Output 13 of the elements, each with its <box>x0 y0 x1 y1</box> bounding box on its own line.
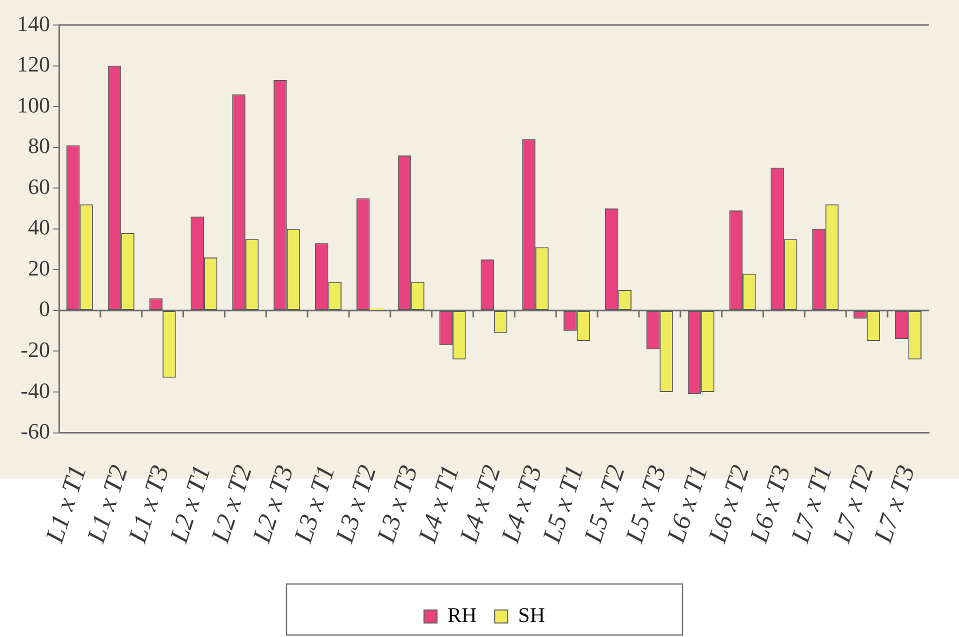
y-tick-label: -20 <box>20 337 50 362</box>
y-tick-label: 140 <box>17 10 50 36</box>
y-tick-label: -60 <box>20 418 50 444</box>
legend-label: RH <box>447 603 477 628</box>
y-tick-label: 20 <box>28 255 50 280</box>
y-tick-label: 0 <box>39 296 50 322</box>
legend-label: SH <box>518 603 546 628</box>
y-tick-label: 40 <box>28 214 50 240</box>
y-tick-label: 120 <box>17 52 50 77</box>
y-tick-label: 100 <box>17 92 50 118</box>
y-tick-label: -40 <box>20 378 50 403</box>
y-tick-label: 60 <box>28 174 50 199</box>
y-tick-label: 80 <box>28 133 50 158</box>
